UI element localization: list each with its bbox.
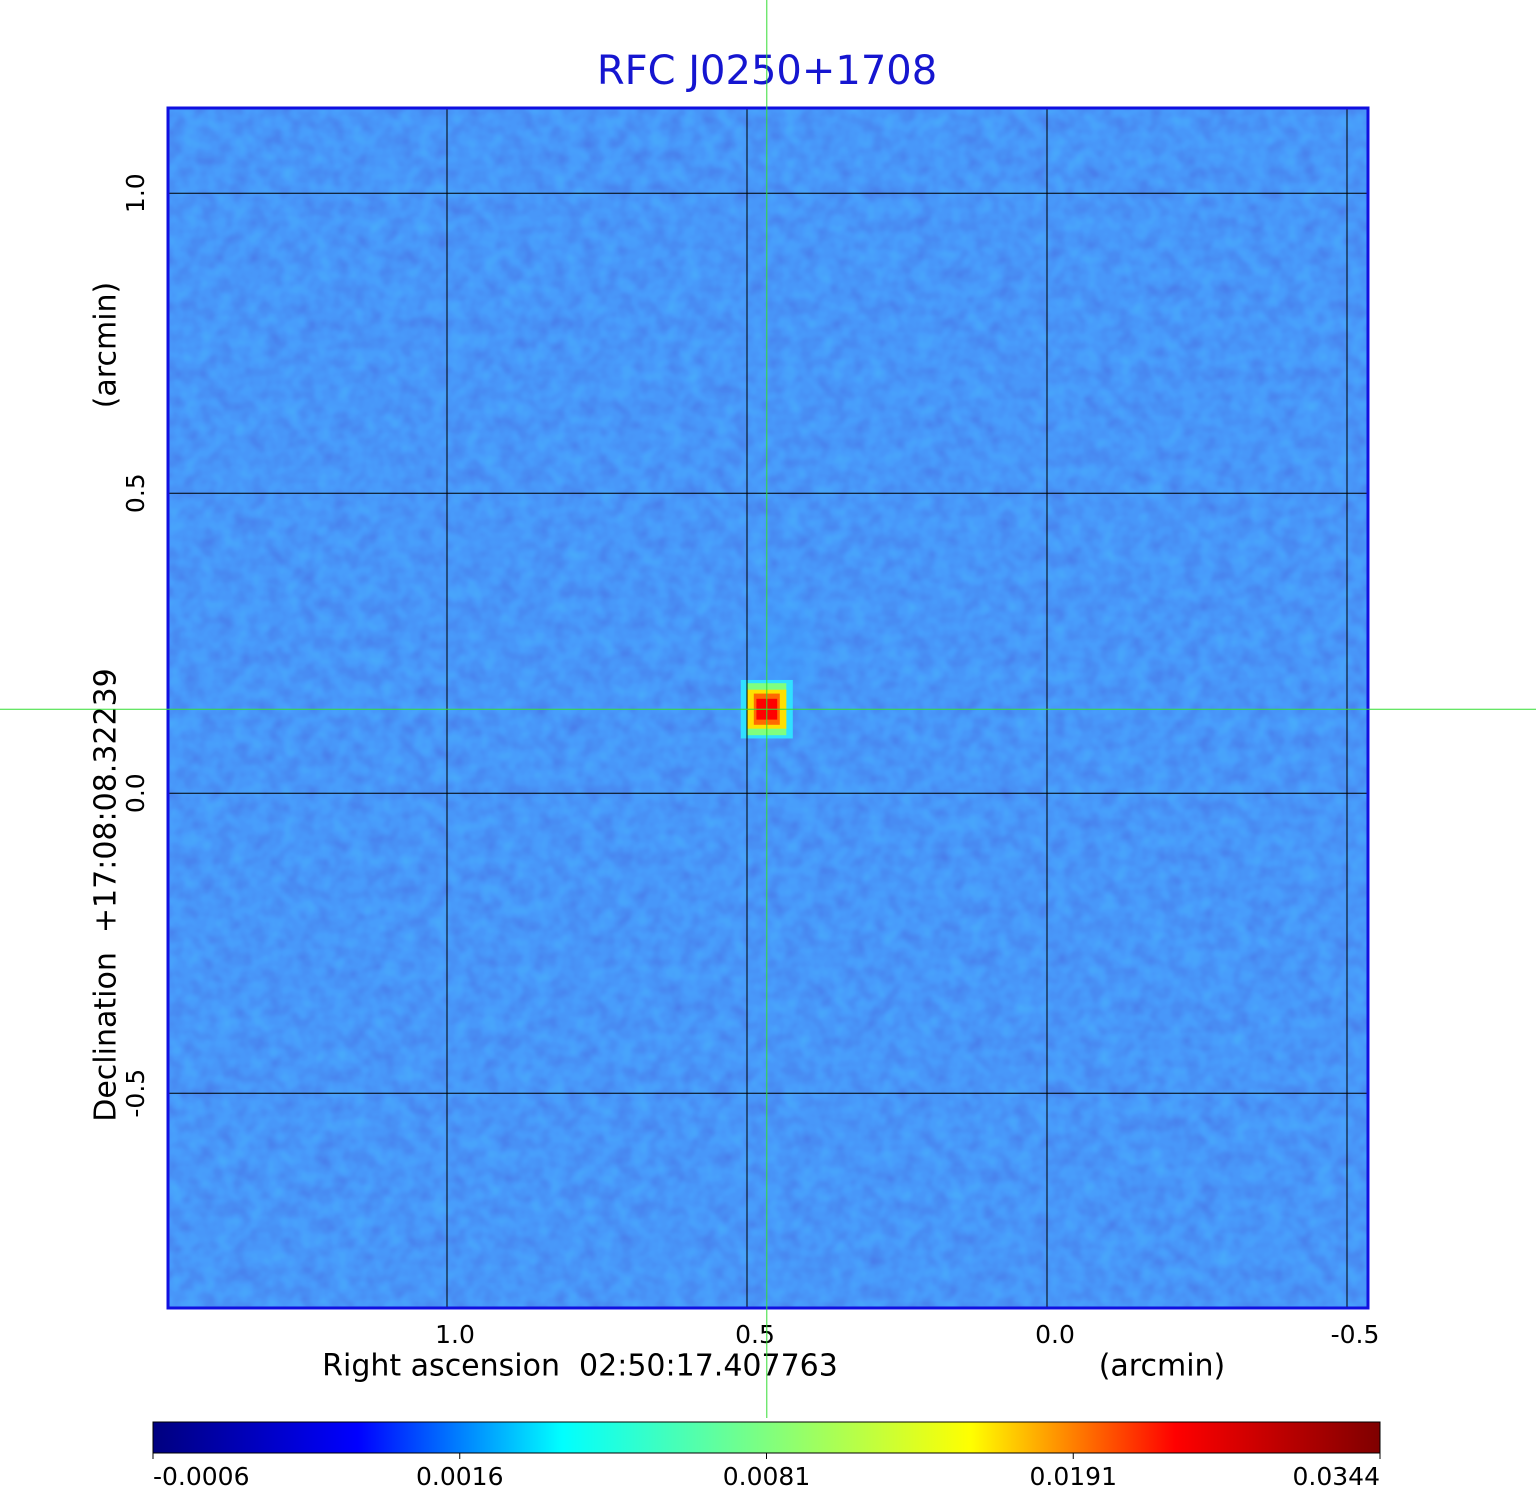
colorbar [152, 1421, 1381, 1454]
x-tick-label: 1.0 [435, 1320, 475, 1349]
y-axis-unit: (arcmin) [89, 282, 124, 409]
x-tick-label: 0.5 [735, 1320, 775, 1349]
colorbar-tick-label: 0.0081 [723, 1462, 810, 1491]
plot-area [168, 108, 1368, 1308]
x-axis-label: Right ascension 02:50:17.407763 [322, 1349, 838, 1384]
colorbar-tick-label: 0.0344 [1293, 1462, 1380, 1491]
y-axis-label: Declination +17:08:08.32239 [89, 668, 124, 1122]
x-axis-unit: (arcmin) [1099, 1349, 1226, 1384]
y-tick-label: 0.5 [121, 473, 150, 513]
x-tick-label: 0.0 [1035, 1320, 1075, 1349]
colorbar-tick-label: 0.0191 [1030, 1462, 1117, 1491]
colorbar-tick-label: 0.0016 [416, 1462, 503, 1491]
y-tick-label: 0.0 [121, 773, 150, 813]
y-tick-label: 1.0 [121, 173, 150, 213]
x-tick-label: -0.5 [1331, 1320, 1380, 1349]
colorbar-tick-label: -0.0006 [153, 1462, 250, 1491]
plot-frame [166, 106, 1370, 1310]
y-tick-label: -0.5 [121, 1069, 150, 1118]
